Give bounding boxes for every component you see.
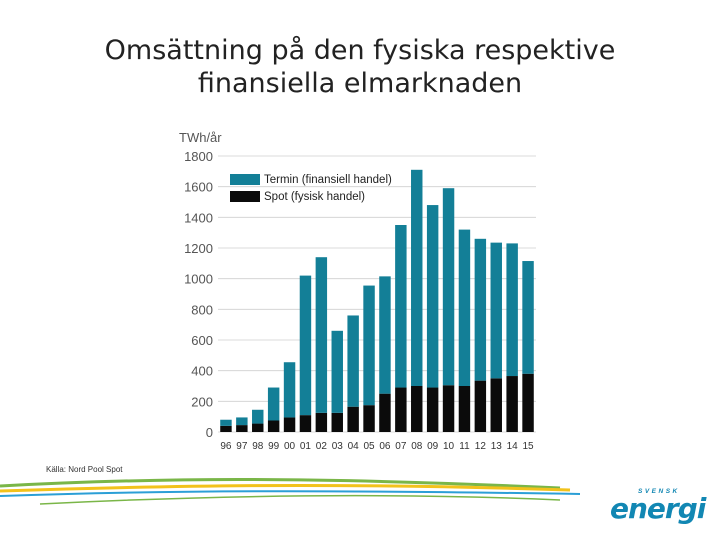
logo-top-text: SVENSK [638, 488, 680, 495]
bar-termin [331, 330, 343, 413]
legend-label-spot: Spot (fysisk handel) [264, 191, 365, 203]
y-tick-label: 200 [191, 394, 213, 409]
bar-spot [236, 425, 248, 432]
x-tick-label: 08 [411, 441, 423, 452]
bar-spot [411, 386, 423, 432]
bar-spot [220, 425, 232, 432]
x-tick-label: 14 [507, 441, 519, 452]
legend-label-termin: Termin (finansiell handel) [264, 174, 392, 186]
bar-termin [379, 276, 391, 394]
turnover-chart: 020040060080010001200140016001800TWh/år9… [179, 130, 536, 452]
x-tick-label: 02 [316, 441, 328, 452]
bar-spot [442, 385, 455, 432]
decorative-swoosh [0, 478, 581, 505]
y-tick-label: 1600 [184, 180, 213, 195]
bar-termin [252, 409, 264, 424]
bar-spot [426, 387, 439, 432]
x-tick-label: 99 [268, 441, 280, 452]
title-line-1: Omsättning på den fysiska respektive [104, 35, 616, 66]
svensk-energi-logo: SVENSK energi [610, 488, 706, 525]
x-tick-label: 09 [427, 441, 439, 452]
bar-termin [299, 275, 312, 416]
bar-termin [506, 243, 518, 377]
x-tick-label: 06 [379, 441, 391, 452]
x-tick-label: 11 [459, 441, 470, 452]
bar-spot [347, 406, 359, 432]
bar-spot [267, 420, 280, 432]
bar-termin [442, 188, 455, 386]
bar-termin [315, 257, 328, 413]
bar-spot [283, 417, 296, 432]
x-tick-label: 12 [475, 441, 487, 452]
x-tick-label: 04 [348, 441, 360, 452]
bar-termin [395, 225, 407, 388]
title-line-2: finansiella elmarknaden [197, 68, 523, 99]
bar-termin [363, 285, 375, 406]
x-tick-label: 10 [443, 441, 455, 452]
logo-word: energi [610, 492, 706, 525]
bar-termin [458, 229, 471, 386]
bar-termin [522, 261, 534, 374]
y-tick-label: 1400 [184, 210, 213, 225]
bar-termin [347, 315, 359, 407]
bar-spot [458, 386, 471, 432]
bar-spot [522, 373, 534, 432]
source-note: Källa: Nord Pool Spot [46, 465, 123, 474]
x-tick-label: 98 [252, 441, 264, 452]
legend-swatch-spot [230, 191, 260, 202]
bar-termin [267, 387, 280, 421]
x-tick-label: 13 [491, 441, 503, 452]
bar-spot [490, 378, 502, 432]
slide-title: Omsättning på den fysiska respektive fin… [60, 34, 660, 100]
bar-termin [220, 419, 232, 426]
bar-termin [490, 242, 502, 379]
y-tick-label: 400 [191, 364, 213, 379]
x-tick-label: 97 [236, 441, 248, 452]
bar-spot [474, 380, 487, 432]
x-tick-label: 96 [220, 441, 232, 452]
bar-termin [283, 362, 296, 418]
bar-spot [299, 415, 312, 432]
x-tick-label: 07 [395, 441, 407, 452]
y-tick-label: 1800 [184, 149, 213, 164]
legend-swatch-termin [230, 174, 260, 185]
bar-spot [395, 387, 407, 432]
y-axis-label: TWh/år [179, 130, 222, 145]
bar-spot [363, 405, 375, 432]
y-tick-label: 1000 [184, 272, 213, 287]
y-tick-label: 1200 [184, 241, 213, 256]
bar-termin [411, 169, 423, 386]
y-tick-label: 600 [191, 333, 213, 348]
bar-spot [379, 393, 391, 432]
bar-spot [252, 423, 264, 432]
y-tick-label: 800 [191, 302, 213, 317]
x-tick-label: 00 [284, 441, 296, 452]
bar-spot [331, 412, 343, 432]
x-tick-label: 15 [522, 441, 534, 452]
bar-termin [474, 238, 487, 381]
x-tick-label: 03 [332, 441, 344, 452]
x-tick-label: 05 [363, 441, 375, 452]
bar-termin [236, 417, 248, 426]
bar-termin [426, 205, 439, 388]
bar-spot [315, 412, 328, 432]
y-tick-label: 0 [206, 425, 213, 440]
x-tick-label: 01 [300, 441, 312, 452]
bar-spot [506, 376, 518, 432]
